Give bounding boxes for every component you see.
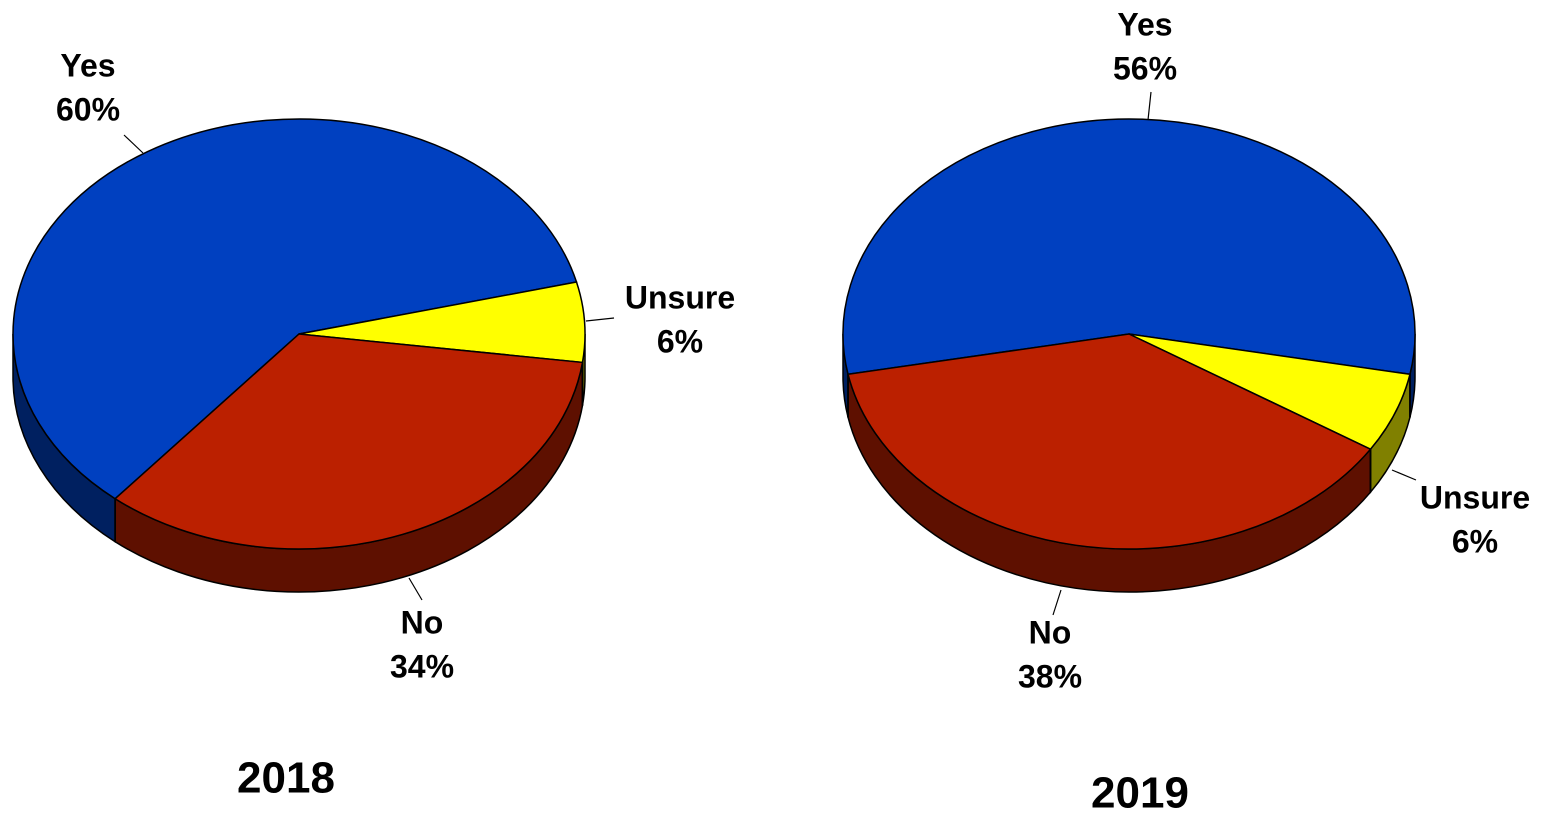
leader-line-unsure xyxy=(1391,469,1417,481)
slice-label-yes: Yes xyxy=(1117,6,1172,42)
slice-label-yes: Yes xyxy=(60,47,115,83)
pie-slice-no xyxy=(847,333,1372,550)
pie-chart-2018: Yes 60% Unsure 6% No 34% 2018 xyxy=(12,47,735,803)
slice-value-unsure: 6% xyxy=(657,323,703,359)
pie-slice-yes xyxy=(842,118,1416,376)
pie-slice-no xyxy=(113,333,584,550)
slice-value-no: 38% xyxy=(1018,658,1082,694)
chart-title: 2018 xyxy=(237,754,335,803)
leader-line-unsure xyxy=(585,317,615,322)
slice-label-unsure: Unsure xyxy=(625,279,735,315)
leader-line-no xyxy=(1052,589,1062,616)
slice-label-no: No xyxy=(401,604,444,640)
pie-chart-2019: Yes 56% Unsure 6% No 38% 2019 xyxy=(842,6,1530,815)
pie-slice-yes xyxy=(12,118,578,500)
slice-value-no: 34% xyxy=(390,648,454,684)
slice-label-no: No xyxy=(1029,614,1072,650)
slice-value-yes: 56% xyxy=(1113,50,1177,86)
leader-line-yes xyxy=(123,134,144,154)
leader-line-yes xyxy=(1147,91,1152,121)
slice-label-unsure: Unsure xyxy=(1420,479,1530,515)
leader-line-no xyxy=(408,577,423,601)
chart-title: 2019 xyxy=(1091,769,1189,815)
slice-value-unsure: 6% xyxy=(1452,523,1498,559)
slice-value-yes: 60% xyxy=(56,91,120,127)
